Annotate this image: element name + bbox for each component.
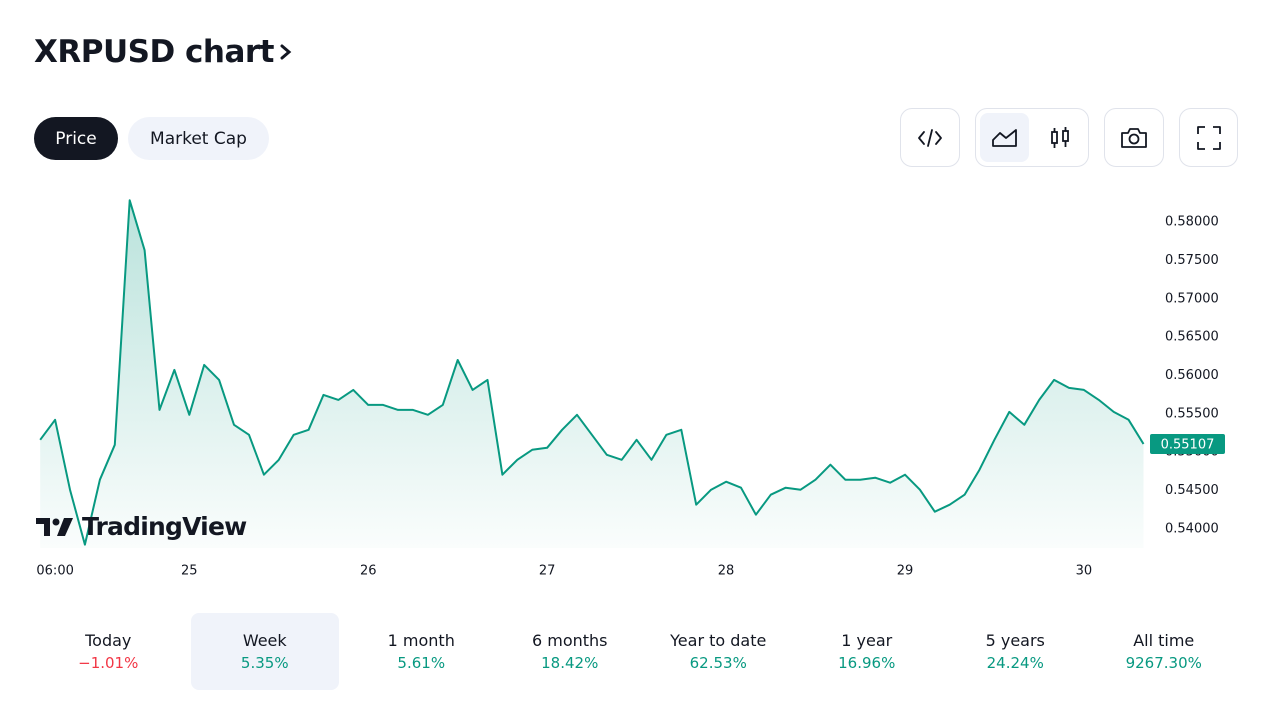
period-option[interactable]: 1 month 5.61%: [347, 613, 496, 690]
y-tick-label: 0.55500: [1165, 406, 1219, 421]
period-change: 62.53%: [689, 654, 747, 672]
title-text: XRPUSD chart: [34, 34, 275, 70]
watermark-text: TradingView: [82, 512, 247, 541]
watermark: TradingView: [36, 512, 247, 541]
candle-chart-button[interactable]: [1048, 125, 1072, 151]
period-change: 5.35%: [240, 654, 289, 672]
x-tick-label: 06:00: [36, 564, 73, 579]
chart-style-group: [975, 108, 1089, 167]
chevron-icon: [280, 44, 292, 60]
y-tick-label: 0.56500: [1165, 330, 1219, 345]
y-tick-label: 0.54000: [1165, 521, 1219, 536]
y-tick-label: 0.54500: [1165, 483, 1219, 498]
x-tick-label: 28: [718, 564, 735, 579]
embed-button[interactable]: [900, 108, 960, 167]
period-change: 9267.30%: [1125, 654, 1202, 672]
fullscreen-button[interactable]: [1179, 108, 1238, 167]
code-icon: [918, 128, 942, 147]
period-label: 5 years: [985, 631, 1045, 650]
fullscreen-icon: [1196, 125, 1221, 150]
y-tick-label: 0.57000: [1165, 291, 1219, 306]
price-tag: [1150, 433, 1225, 454]
period-label: 1 month: [387, 631, 455, 650]
period-option[interactable]: Week 5.35%: [190, 613, 339, 690]
period-option[interactable]: 5 years 24.24%: [941, 613, 1090, 690]
period-label: Week: [242, 631, 287, 650]
tab-market-cap[interactable]: Market Cap: [128, 117, 269, 160]
period-option[interactable]: Today −1.01%: [34, 613, 183, 690]
tab-price[interactable]: Price: [34, 117, 118, 160]
period-option[interactable]: 1 year 16.96%: [793, 613, 942, 690]
area-fill: [40, 200, 1144, 549]
area-chart-button[interactable]: [991, 126, 1019, 150]
period-option[interactable]: All time 9267.30%: [1090, 613, 1239, 690]
period-change: 24.24%: [986, 654, 1044, 672]
price-tag-label: 0.55107: [1161, 437, 1215, 452]
period-change: 18.42%: [541, 654, 599, 672]
period-label: All time: [1133, 631, 1195, 650]
period-stats: Today −1.01% Week 5.35% 1 month 5.61% 6 months…: [34, 613, 1238, 690]
period-change: −1.01%: [78, 654, 139, 672]
period-label: 1 year: [841, 631, 893, 650]
period-option[interactable]: 6 months 18.42%: [496, 613, 645, 690]
y-tick-label: 0.57500: [1165, 253, 1219, 268]
x-tick-label: 25: [181, 564, 198, 579]
y-tick-label: 0.56000: [1165, 368, 1219, 383]
x-tick-label: 27: [539, 564, 556, 579]
period-label: 6 months: [531, 631, 608, 650]
period-change: 16.96%: [838, 654, 896, 672]
period-option[interactable]: Year to date 62.53%: [644, 613, 793, 690]
x-tick-label: 26: [360, 564, 377, 579]
title[interactable]: XRPUSD chart: [34, 34, 294, 70]
period-label: Today: [85, 631, 132, 650]
x-tick-label: 30: [1076, 564, 1093, 579]
snapshot-button[interactable]: [1104, 108, 1164, 167]
price-line: [39, 199, 1145, 546]
tv-logo: [36, 517, 73, 536]
camera-icon: [1121, 127, 1147, 148]
x-tick-label: 29: [897, 564, 914, 579]
period-label: Year to date: [670, 631, 767, 650]
y-tick-label: 0.58000: [1165, 215, 1219, 230]
period-change: 5.61%: [397, 654, 446, 672]
